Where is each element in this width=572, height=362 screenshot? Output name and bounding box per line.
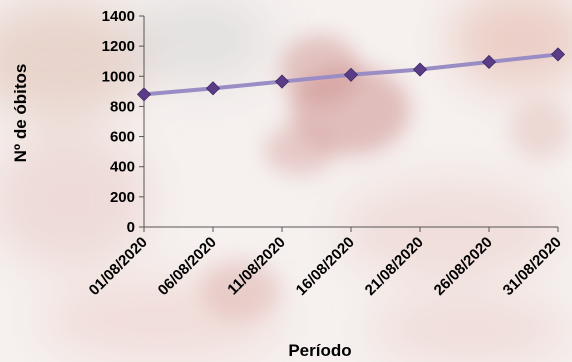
data-point-marker [274, 74, 290, 89]
chart-ticks: 0 200 400 600 800 1000 1200 1400 01/08/2020 06/08… [86, 8, 565, 299]
y-tick-label: 400 [110, 159, 135, 176]
chart-series [136, 47, 566, 102]
y-tick-label: 1000 [102, 68, 135, 85]
y-tick-label: 200 [110, 189, 135, 206]
x-tick-label: 21/08/2020 [362, 234, 427, 299]
x-tick-label: 01/08/2020 [86, 234, 151, 299]
data-point-marker [481, 54, 497, 70]
y-tick-label: 1200 [102, 38, 135, 55]
chart-axes [143, 16, 558, 228]
x-tick-label: 06/08/2020 [155, 234, 220, 299]
data-point-marker [412, 62, 428, 77]
y-axis-title: Nº de óbitos [11, 64, 30, 163]
x-tick-label: 31/08/2020 [500, 234, 565, 299]
y-tick-label: 800 [110, 98, 135, 115]
x-tick-label: 26/08/2020 [431, 234, 496, 299]
data-point-marker [550, 47, 566, 62]
y-tick-label: 1400 [102, 8, 135, 25]
y-tick-label: 0 [127, 219, 135, 236]
x-tick-label: 11/08/2020 [224, 234, 289, 299]
y-tick-label: 600 [110, 129, 135, 146]
x-tick-label: 16/08/2020 [293, 234, 358, 299]
data-point-marker [205, 81, 221, 96]
data-point-marker [136, 87, 152, 102]
x-axis-title: Período [288, 341, 351, 360]
data-point-marker [343, 67, 359, 82]
